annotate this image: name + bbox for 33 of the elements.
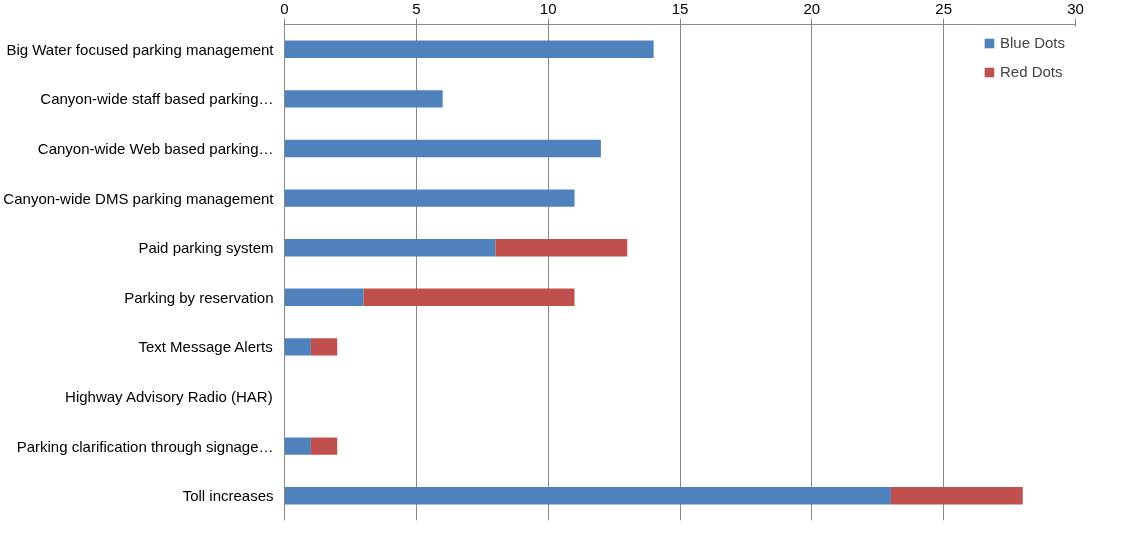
bar: [284, 239, 496, 257]
x-tick-label: 15: [671, 0, 689, 17]
legend-label: Red Dots: [999, 63, 1063, 80]
bar: [310, 338, 338, 356]
legend-label: Blue Dots: [999, 34, 1065, 51]
y-tick-label: Canyon-wide Web based parking…: [37, 140, 274, 157]
bar: [495, 239, 628, 257]
y-tick-label: Parking clarification through signage…: [16, 437, 274, 455]
x-tick-label: 10: [539, 0, 557, 17]
y-tick-label: Toll increases: [182, 487, 274, 505]
bar: [284, 90, 443, 108]
bar: [310, 437, 338, 455]
x-tick-label: 0: [280, 0, 289, 17]
bar: [284, 139, 601, 158]
bar: [284, 487, 891, 505]
bar: [284, 189, 575, 207]
y-tick-label: Big Water focused parking management: [6, 40, 275, 58]
bar: [363, 288, 575, 306]
x-tick-label: 20: [803, 0, 821, 17]
x-tick-label: 30: [1067, 0, 1084, 17]
bar: [284, 40, 654, 58]
x-tick-label: 5: [412, 0, 421, 17]
bar: [890, 487, 1023, 505]
y-tick-label: Canyon-wide staff based parking…: [40, 90, 274, 108]
bar: [284, 338, 311, 356]
bar: [284, 288, 364, 306]
y-tick-label: Text Message Alerts: [138, 338, 273, 356]
y-tick-label: Canyon-wide DMS parking management: [3, 189, 275, 207]
y-tick-label: Parking by reservation: [124, 288, 274, 306]
y-tick-label: Highway Advisory Radio (HAR): [65, 388, 273, 405]
x-tick-label: 25: [935, 0, 953, 17]
y-tick-label: Paid parking system: [138, 239, 274, 257]
bar: [284, 437, 311, 455]
